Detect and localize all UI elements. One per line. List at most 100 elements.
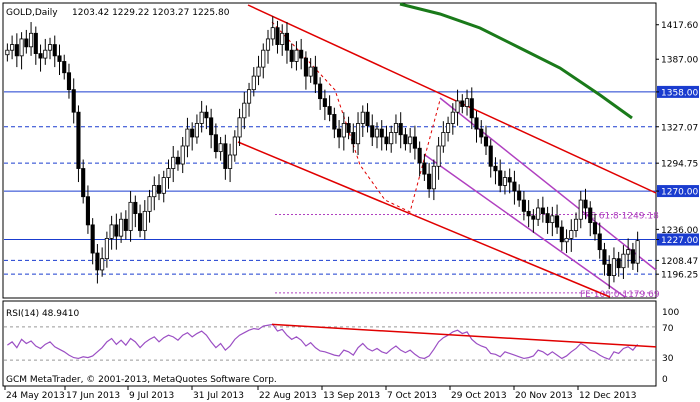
candle-body-bull	[242, 102, 247, 119]
candle-body-bear	[526, 210, 531, 217]
candle-body-bear	[284, 32, 290, 51]
rsi-panel-frame	[2, 300, 657, 387]
candle-body-bear	[346, 123, 351, 133]
candle-body-bear	[62, 61, 67, 74]
price-axis-label: 1294.75	[661, 160, 698, 170]
candle-body-bear	[474, 117, 479, 130]
candle-body-bull	[171, 156, 176, 169]
candle-body-bull	[450, 111, 455, 124]
candle-body-bear	[384, 136, 389, 145]
candle-body-bull	[10, 44, 15, 51]
price-axis-label: 1387.00	[661, 56, 698, 66]
candle-body-bear	[507, 177, 512, 183]
candle-body-bear	[223, 143, 228, 169]
candle-body-bull	[142, 210, 147, 231]
candle-body-bear	[24, 38, 29, 48]
candle-body-bull	[341, 123, 346, 138]
candle-body-bull	[100, 258, 105, 271]
price-axis-label: 1358.00	[661, 88, 698, 98]
candle-body-bull	[573, 218, 579, 231]
candle-body-bull	[455, 100, 460, 113]
candle-body-bear	[398, 123, 403, 136]
candle-body-bear	[559, 226, 564, 243]
candle-body-bull	[256, 66, 261, 77]
candle-body-bear	[412, 136, 417, 149]
time-axis-label: 17 Jun 2013	[66, 391, 120, 401]
candle-body-bear	[417, 147, 422, 164]
candle-body-bear	[403, 134, 408, 145]
rsi-axis-tick-0: 0	[662, 375, 668, 385]
inner-channel-lower-line	[424, 154, 626, 298]
candle-body-bear	[303, 57, 308, 77]
candle-body-bear	[422, 162, 427, 175]
candle-body-bull	[374, 128, 380, 138]
candle-body-bull	[635, 240, 640, 264]
time-axis-label: 24 May 2013	[6, 391, 65, 401]
candle-body-bear	[76, 111, 81, 169]
fibonacci-expansion-line	[271, 21, 441, 213]
candle-body-bull	[408, 136, 413, 145]
candle-body-bull	[502, 177, 508, 186]
candle-body-bull	[119, 218, 124, 237]
time-axis-label: 9 Jul 2013	[129, 391, 174, 401]
candle-body-bear	[616, 258, 621, 269]
candle-body-bull	[5, 49, 10, 56]
time-axis-label: 12 Dec 2013	[579, 391, 637, 401]
candle-body-bear	[498, 170, 503, 186]
candle-body-bull	[166, 168, 171, 178]
time-axis-label: 22 Aug 2013	[259, 391, 317, 401]
candle-body-bear	[460, 100, 465, 107]
candle-body-bear	[493, 165, 498, 172]
candle-body-bear	[583, 199, 588, 209]
channel-lower-line	[237, 141, 611, 298]
candle-body-bear	[175, 156, 181, 165]
candle-body-bull	[441, 132, 446, 147]
candle-body-bear	[90, 224, 95, 254]
candle-body-bull	[152, 185, 157, 198]
candle-body-bull	[185, 128, 190, 147]
candle-body-bull	[446, 123, 451, 133]
candle-body-bear	[531, 215, 536, 220]
rsi-line	[7, 323, 639, 360]
candle-body-bear	[555, 215, 560, 228]
candle-body-bear	[327, 106, 332, 115]
candle-body-bear	[597, 233, 602, 251]
candle-body-bear	[95, 252, 100, 271]
price-level-box	[657, 233, 699, 246]
candle-body-bull	[251, 75, 256, 91]
candle-body-bull	[464, 98, 470, 107]
candle-body-bear	[379, 128, 384, 138]
candle-body-bear	[71, 89, 76, 113]
fib-annotation-label: FE 61.8 1249.18	[585, 212, 659, 222]
candle-body-bear	[521, 199, 526, 212]
candle-body-bull	[246, 89, 252, 104]
candle-body-bull	[569, 230, 574, 239]
candle-body-bear	[630, 249, 635, 264]
candle-body-bear	[427, 173, 432, 190]
candle-body-bear	[289, 49, 294, 62]
candle-body-bull	[19, 38, 24, 57]
candle-body-bull	[104, 237, 109, 260]
candle-body-bull	[621, 253, 626, 269]
candle-body-bear	[52, 44, 57, 57]
rsi-axis-tick-100: 100	[662, 308, 679, 318]
time-axis-label: 20 Nov 2013	[515, 391, 573, 401]
time-axis-label: 31 Jul 2013	[193, 391, 244, 401]
candle-body-bull	[261, 49, 266, 68]
candle-body-bull	[228, 154, 233, 169]
candle-body-bear	[114, 224, 119, 237]
price-panel-frame	[2, 2, 657, 299]
candle-body-bear	[213, 134, 218, 153]
candle-body-bear	[602, 249, 607, 265]
candle-body-bull	[29, 32, 34, 48]
candle-body-bear	[351, 132, 356, 145]
price-axis-label: 1327.07	[661, 123, 698, 133]
candle-body-bear	[479, 128, 484, 138]
candle-body-bull	[355, 123, 361, 145]
candle-body-bear	[313, 66, 318, 85]
inner-channel-upper-line	[439, 97, 657, 271]
candle-body-bull	[232, 136, 237, 156]
candle-body-bull	[128, 201, 133, 231]
candle-body-bear	[85, 196, 90, 226]
